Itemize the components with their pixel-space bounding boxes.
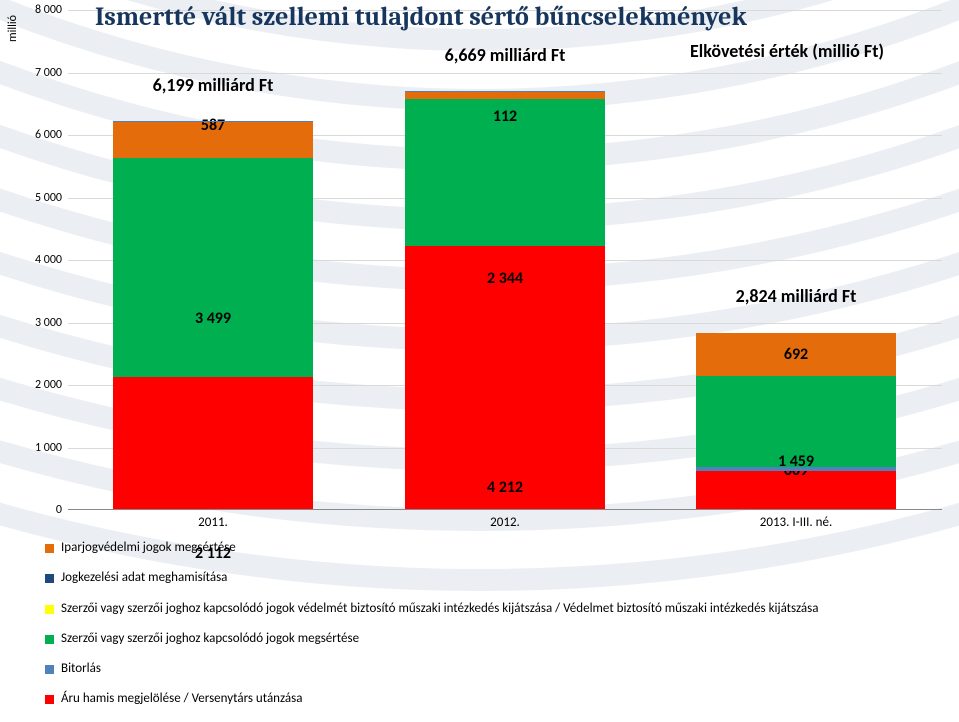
bar-value-label: 692 — [696, 345, 896, 364]
bar-segment-iparjog — [405, 92, 605, 99]
y-tick: 4 000 — [20, 253, 62, 267]
y-tick: 6 000 — [20, 128, 62, 142]
legend-swatch — [45, 695, 54, 704]
legend-swatch — [45, 635, 54, 644]
legend-item: Jogkezelési adat meghamisítása — [45, 570, 945, 586]
bar-value-label: 3 499 — [113, 309, 313, 328]
bar-segment-szerzoi — [113, 158, 313, 377]
legend: Iparjogvédelmi jogok megsértése Jogkezelé… — [45, 540, 945, 722]
legend-label: Bitorlás — [61, 661, 101, 676]
legend-swatch — [45, 665, 54, 674]
x-tick-label: 2013. I-III. né. — [696, 515, 896, 530]
bar-top-label: 2,824 milliárd Ft — [656, 285, 936, 307]
y-tick: 0 — [20, 503, 62, 517]
plot-area: 2 1123 4995876,199 milliárd Ft2011.4 212… — [68, 10, 942, 510]
chart: millió 0 1 000 2 000 3 000 4 000 5 000 6 000 7 … — [0, 0, 959, 550]
legend-item: Bitorlás — [45, 661, 945, 677]
bar-segment-bitorlas — [405, 91, 605, 92]
legend-label: Iparjogvédelmi jogok megsértése — [61, 540, 236, 555]
y-tick: 3 000 — [20, 316, 62, 330]
bar-segment-bitorlas — [113, 121, 313, 122]
legend-swatch — [45, 544, 54, 553]
bar-value-label: 4 212 — [405, 478, 605, 497]
y-tick: 8 000 — [20, 3, 62, 17]
bar-top-label: 6,669 milliárd Ft — [365, 44, 645, 66]
bar-value-label: 2 344 — [405, 269, 605, 288]
y-tick: 7 000 — [20, 66, 62, 80]
chart-title: Ismertté vált szellemi tulajdont sértő b… — [95, 2, 747, 32]
bar-segment-aru — [113, 377, 313, 509]
y-tick: 2 000 — [20, 378, 62, 392]
bar-value-label: 1 459 — [696, 452, 896, 471]
x-tick-label: 2011. — [113, 515, 313, 530]
legend-swatch — [45, 605, 54, 614]
y-axis-label: millió — [6, 15, 20, 42]
y-tick: 1 000 — [20, 441, 62, 455]
annotation-right: Elkövetési érték (millió Ft) — [690, 40, 884, 62]
legend-swatch — [45, 574, 54, 583]
bar-top-label: 6,199 milliárd Ft — [73, 74, 353, 96]
legend-label: Szerzői vagy szerzői joghoz kapcsolódó j… — [61, 601, 818, 616]
legend-item: Iparjogvédelmi jogok megsértése — [45, 540, 945, 556]
x-tick-label: 2012. — [405, 515, 605, 530]
legend-label: Áru hamis megjelölése / Versenytárs után… — [61, 691, 302, 706]
legend-item: Áru hamis megjelölése / Versenytárs után… — [45, 691, 945, 707]
y-tick: 5 000 — [20, 191, 62, 205]
legend-label: Jogkezelési adat meghamisítása — [61, 570, 227, 585]
bar-value-label: 112 — [405, 107, 605, 126]
legend-item: Szerzői vagy szerzői joghoz kapcsolódó j… — [45, 631, 945, 647]
legend-label: Szerzői vagy szerzői joghoz kapcsolódó j… — [61, 631, 359, 646]
legend-item: Szerzői vagy szerzői joghoz kapcsolódó j… — [45, 601, 945, 617]
bar-value-label: 587 — [113, 116, 313, 135]
